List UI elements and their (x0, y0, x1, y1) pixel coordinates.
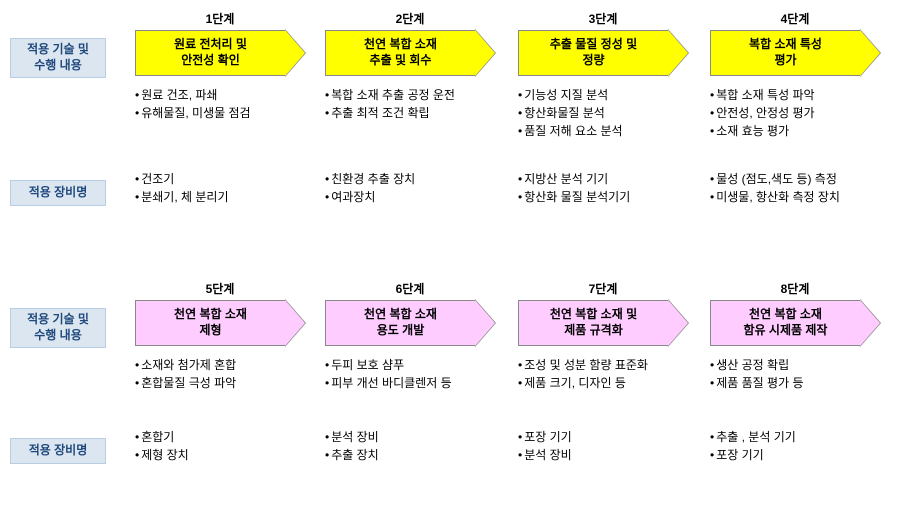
stage-arrow-5: 천연 복합 소재 제형 (135, 300, 305, 346)
stage-title-7: 7단계 (513, 280, 693, 297)
list-item: 추출 장치 (325, 446, 379, 464)
stage-equip-3: 지방산 분석 기기항산화 물질 분석기기 (518, 170, 630, 206)
list-item: 추출 , 분석 기기 (710, 428, 796, 446)
list-item: 혼합물질 극성 파악 (135, 374, 236, 392)
row-label-tech1: 적용 기술 및 수행 내용 (10, 38, 106, 78)
arrow-head-icon (668, 300, 688, 346)
list-item: 제형 장치 (135, 446, 189, 464)
list-item: 여과장치 (325, 188, 415, 206)
list-item: 제품 품질 평가 등 (710, 374, 804, 392)
arrow-head-icon (860, 30, 880, 76)
stage-arrow-6: 천연 복합 소재 용도 개발 (325, 300, 495, 346)
stage-title-4: 4단계 (705, 10, 885, 27)
list-item: 소재 효능 평가 (710, 122, 815, 140)
row-label-equip2: 적용 장비명 (10, 438, 106, 464)
stage-bullets-2: 복합 소재 추출 공정 운전추출 최적 조건 확립 (325, 86, 455, 122)
stage-arrow-label-4: 복합 소재 특성 평가 (710, 30, 860, 76)
arrow-head-icon (475, 300, 495, 346)
stage-equip-6: 분석 장비추출 장치 (325, 428, 379, 464)
list-item: 혼합기 (135, 428, 189, 446)
list-item: 미생물, 항산화 측정 장치 (710, 188, 840, 206)
stage-bullets-3: 기능성 지질 분석항산화물질 분석품질 저해 요소 분석 (518, 86, 623, 140)
stage-bullets-6: 두피 보호 샴푸피부 개선 바디클렌저 등 (325, 356, 452, 392)
stage-bullets-4: 복합 소재 특성 파악안전성, 안정성 평가소재 효능 평가 (710, 86, 815, 140)
list-item: 물성 (점도,색도 등) 측정 (710, 170, 840, 188)
stage-equip-2: 친환경 추출 장치여과장치 (325, 170, 415, 206)
stage-arrow-label-1: 원료 전처리 및 안전성 확인 (135, 30, 285, 76)
list-item: 분석 장비 (325, 428, 379, 446)
list-item: 항산화 물질 분석기기 (518, 188, 630, 206)
stage-title-8: 8단계 (705, 280, 885, 297)
stage-equip-4: 물성 (점도,색도 등) 측정미생물, 항산화 측정 장치 (710, 170, 840, 206)
stage-arrow-label-3: 추출 물질 정성 및 정량 (518, 30, 668, 76)
stage-equip-7: 포장 기기분석 장비 (518, 428, 572, 464)
stage-arrow-label-5: 천연 복합 소재 제형 (135, 300, 285, 346)
stage-arrow-7: 천연 복합 소재 및 제품 규격화 (518, 300, 688, 346)
list-item: 포장 기기 (710, 446, 796, 464)
stage-bullets-8: 생산 공정 확립제품 품질 평가 등 (710, 356, 804, 392)
list-item: 친환경 추출 장치 (325, 170, 415, 188)
list-item: 생산 공정 확립 (710, 356, 804, 374)
stage-arrow-label-7: 천연 복합 소재 및 제품 규격화 (518, 300, 668, 346)
list-item: 복합 소재 추출 공정 운전 (325, 86, 455, 104)
list-item: 두피 보호 샴푸 (325, 356, 452, 374)
arrow-head-icon (860, 300, 880, 346)
stage-equip-1: 건조기분쇄기, 체 분리기 (135, 170, 229, 206)
list-item: 포장 기기 (518, 428, 572, 446)
stage-title-5: 5단계 (130, 280, 310, 297)
stage-bullets-7: 조성 및 성분 함량 표준화제품 크기, 디자인 등 (518, 356, 648, 392)
stage-bullets-5: 소재와 첨가제 혼합혼합물질 극성 파악 (135, 356, 236, 392)
stage-title-6: 6단계 (320, 280, 500, 297)
stage-equip-8: 추출 , 분석 기기포장 기기 (710, 428, 796, 464)
arrow-head-icon (668, 30, 688, 76)
stage-arrow-4: 복합 소재 특성 평가 (710, 30, 880, 76)
arrow-head-icon (475, 30, 495, 76)
list-item: 분석 장비 (518, 446, 572, 464)
stage-arrow-8: 천연 복합 소재 함유 시제품 제작 (710, 300, 880, 346)
list-item: 제품 크기, 디자인 등 (518, 374, 648, 392)
list-item: 유해물질, 미생물 점검 (135, 104, 251, 122)
stage-title-3: 3단계 (513, 10, 693, 27)
list-item: 품질 저해 요소 분석 (518, 122, 623, 140)
row-label-equip1: 적용 장비명 (10, 180, 106, 206)
list-item: 안전성, 안정성 평가 (710, 104, 815, 122)
stage-arrow-label-8: 천연 복합 소재 함유 시제품 제작 (710, 300, 860, 346)
arrow-head-icon (285, 30, 305, 76)
stage-arrow-label-6: 천연 복합 소재 용도 개발 (325, 300, 475, 346)
list-item: 지방산 분석 기기 (518, 170, 630, 188)
list-item: 복합 소재 특성 파악 (710, 86, 815, 104)
list-item: 분쇄기, 체 분리기 (135, 188, 229, 206)
list-item: 원료 건조, 파쇄 (135, 86, 251, 104)
stage-title-1: 1단계 (130, 10, 310, 27)
list-item: 조성 및 성분 함량 표준화 (518, 356, 648, 374)
stage-arrow-2: 천연 복합 소재 추출 및 회수 (325, 30, 495, 76)
stage-arrow-1: 원료 전처리 및 안전성 확인 (135, 30, 305, 76)
arrow-head-icon (285, 300, 305, 346)
list-item: 피부 개선 바디클렌저 등 (325, 374, 452, 392)
row-label-tech2: 적용 기술 및 수행 내용 (10, 308, 106, 348)
list-item: 소재와 첨가제 혼합 (135, 356, 236, 374)
stage-equip-5: 혼합기제형 장치 (135, 428, 189, 464)
list-item: 추출 최적 조건 확립 (325, 104, 455, 122)
stage-title-2: 2단계 (320, 10, 500, 27)
stage-arrow-label-2: 천연 복합 소재 추출 및 회수 (325, 30, 475, 76)
stage-bullets-1: 원료 건조, 파쇄유해물질, 미생물 점검 (135, 86, 251, 122)
list-item: 기능성 지질 분석 (518, 86, 623, 104)
list-item: 항산화물질 분석 (518, 104, 623, 122)
stage-arrow-3: 추출 물질 정성 및 정량 (518, 30, 688, 76)
list-item: 건조기 (135, 170, 229, 188)
